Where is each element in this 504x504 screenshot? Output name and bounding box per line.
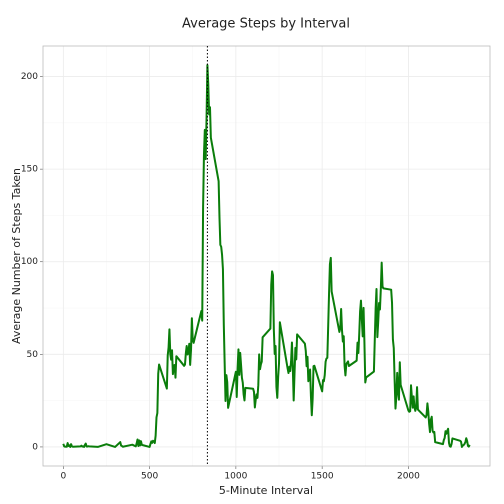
data-line xyxy=(62,64,471,448)
y-tick-label: 0 xyxy=(32,442,38,452)
x-tick-label: 500 xyxy=(141,472,158,482)
y-tick-label: 50 xyxy=(27,350,39,360)
x-tick-label: 1000 xyxy=(224,472,247,482)
x-axis-title: 5-Minute Interval xyxy=(219,484,313,497)
plot-border xyxy=(42,45,491,467)
x-tick-label: 2000 xyxy=(397,472,420,482)
x-tick-label: 1500 xyxy=(311,472,334,482)
x-tick-label: 0 xyxy=(60,472,66,482)
y-tick-label: 200 xyxy=(21,72,38,82)
y-tick-label: 150 xyxy=(21,165,38,175)
chart-title: Average Steps by Interval xyxy=(182,17,350,32)
y-tick-label: 100 xyxy=(21,257,38,267)
y-axis-title: Average Number of Steps Taken xyxy=(10,168,23,344)
